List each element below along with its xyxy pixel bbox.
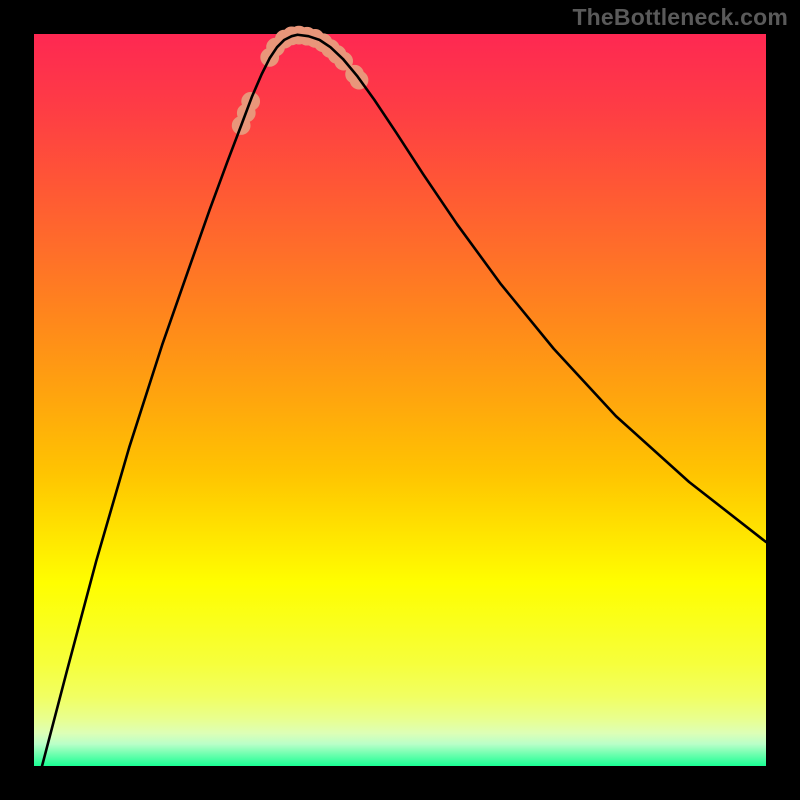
- bottleneck-curve: [42, 35, 766, 766]
- watermark-label: TheBottleneck.com: [572, 4, 788, 31]
- stage: TheBottleneck.com: [0, 0, 800, 800]
- plot-area: [34, 34, 766, 766]
- marker-group: [232, 26, 368, 134]
- curve-svg: [34, 34, 766, 766]
